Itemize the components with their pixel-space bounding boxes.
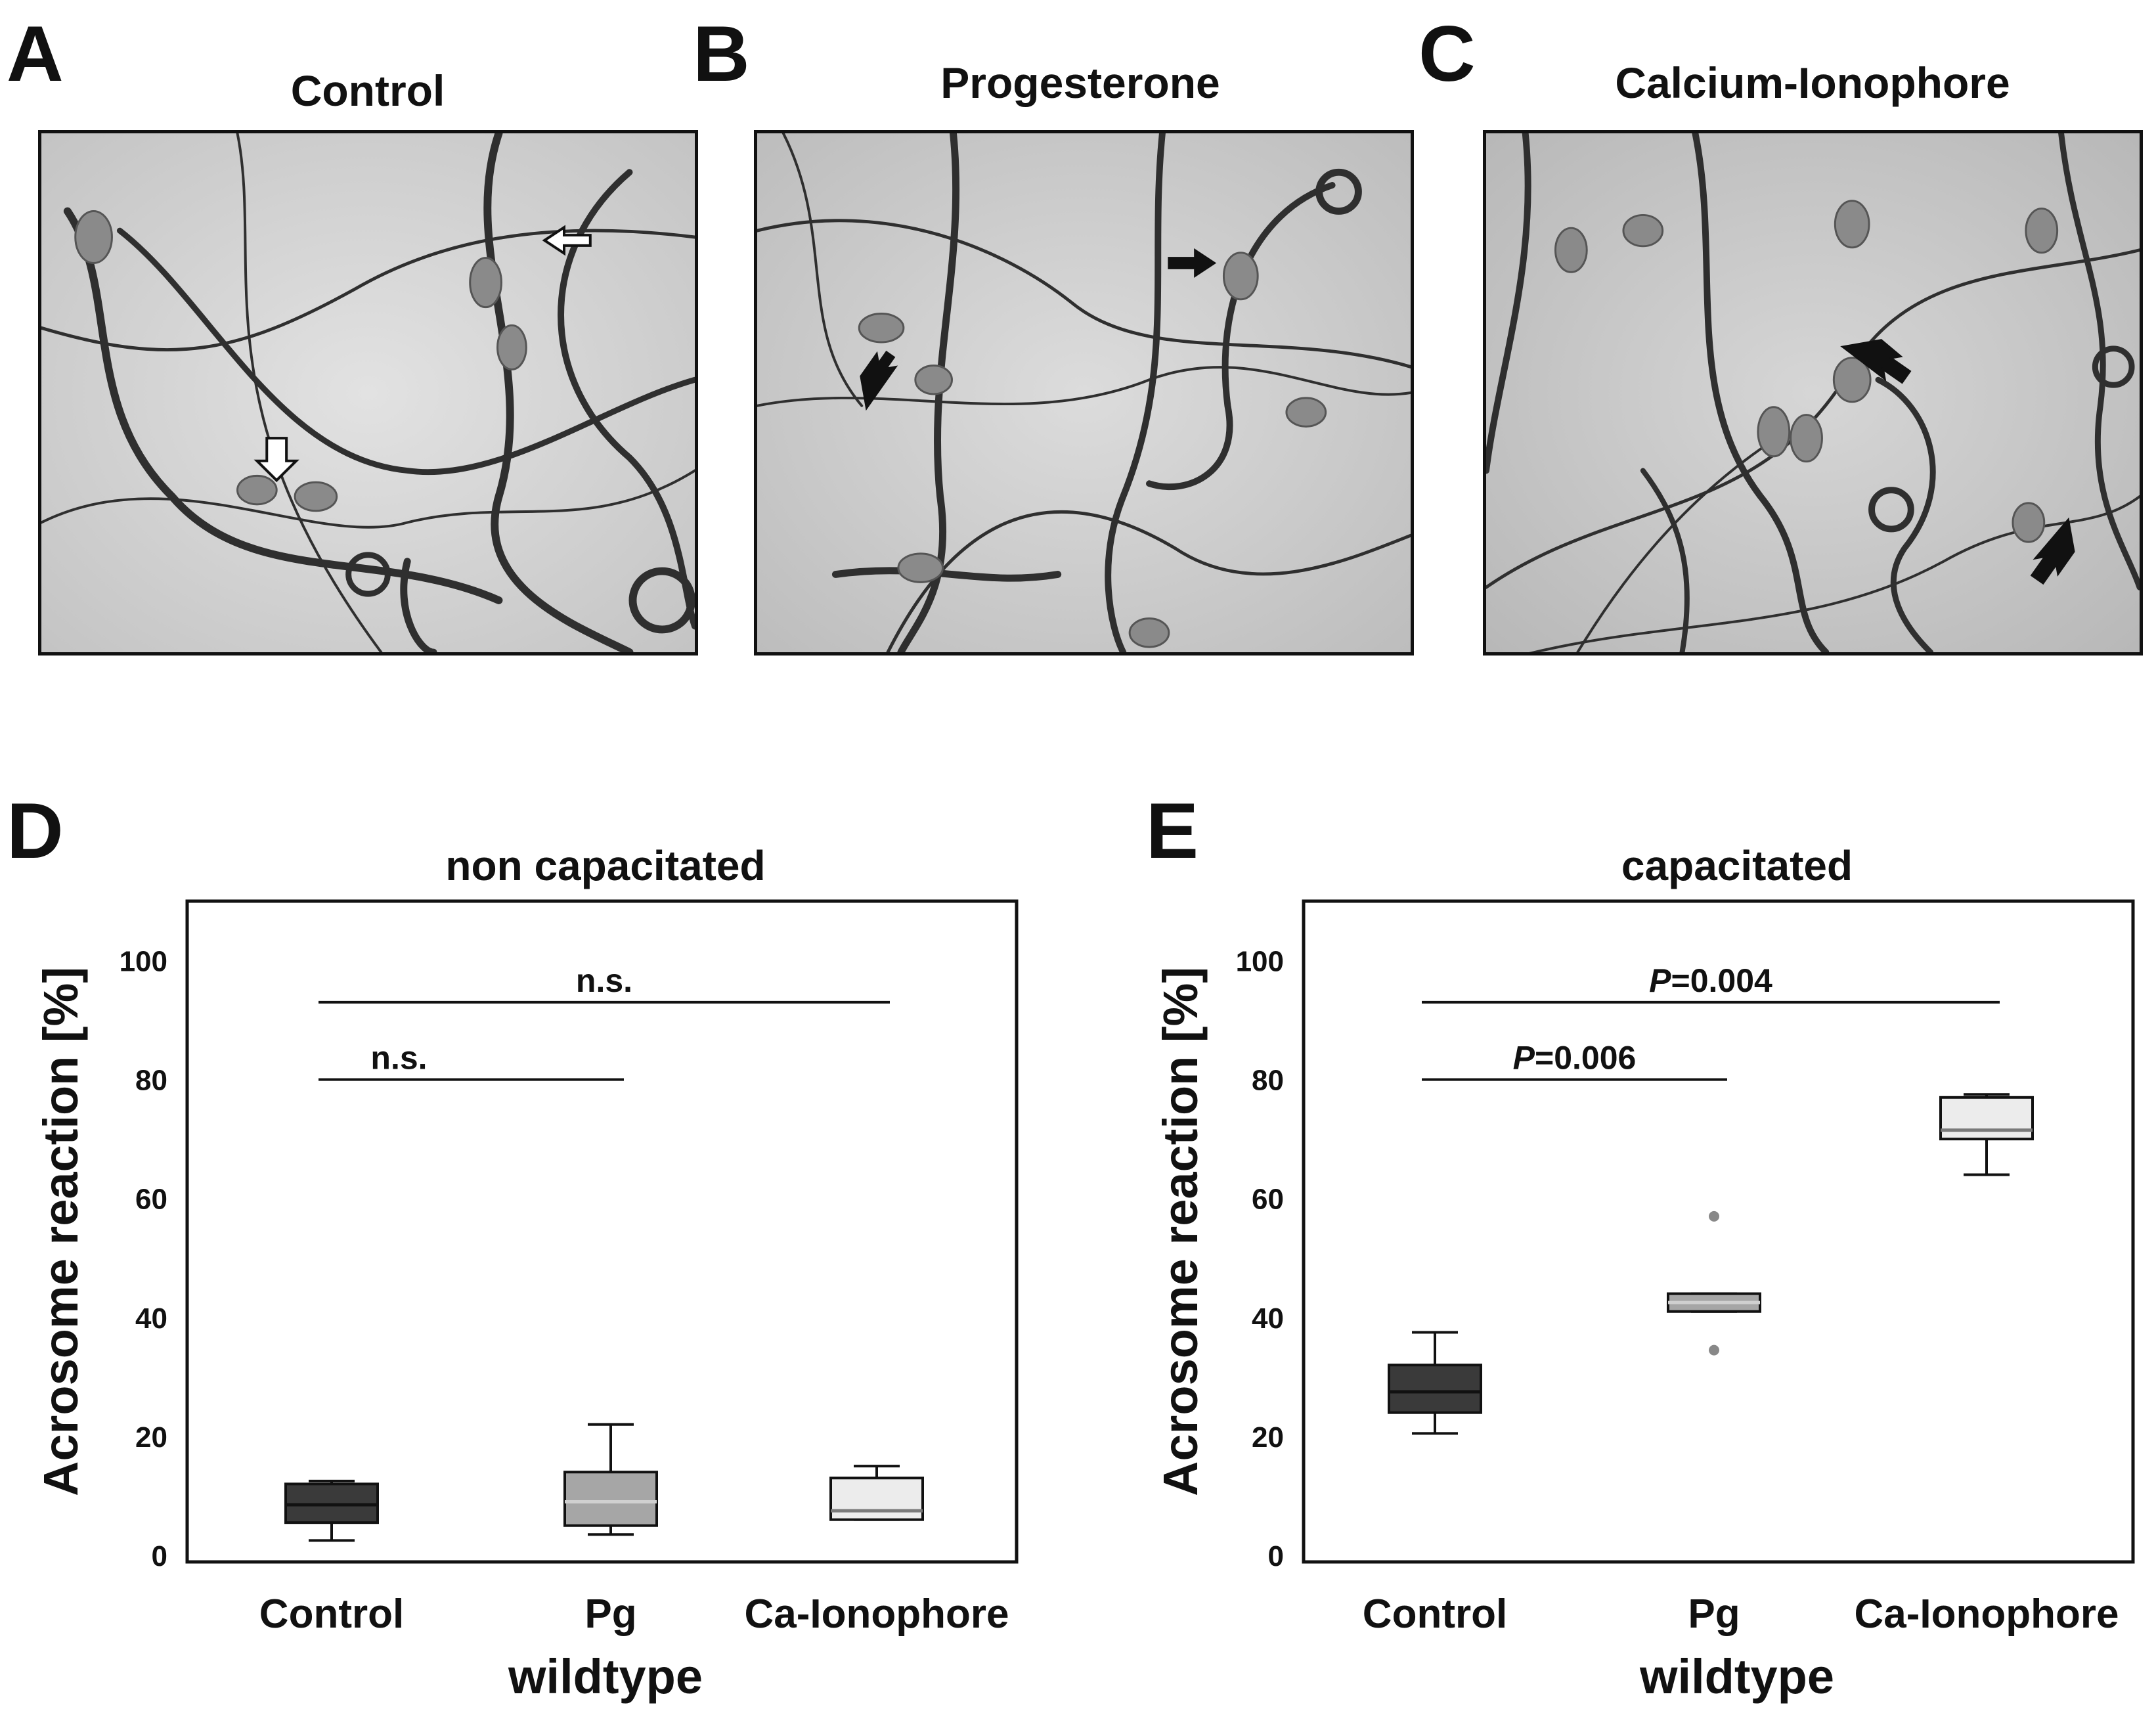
box-control [1388, 1331, 1482, 1435]
chart-e-title: capacitated [1621, 842, 1853, 889]
box-pg [563, 1423, 658, 1536]
y-tick-label: 100 [1236, 946, 1284, 978]
chart-e-frame [1302, 899, 2135, 1564]
panel-letter-a: A [7, 10, 64, 98]
box-ca-ionophore [829, 1465, 924, 1521]
y-tick-label: 40 [135, 1302, 167, 1335]
significance-label: n.s. [576, 962, 632, 999]
box-iqr [1939, 1096, 2034, 1141]
chart-d-title: non capacitated [445, 842, 765, 889]
y-tick-label: 20 [1252, 1421, 1284, 1454]
significance-label: P=0.006 [1513, 1040, 1637, 1077]
y-tick-label: 0 [1268, 1540, 1284, 1572]
x-tick-label: Ca-Ionophore [1855, 1591, 2119, 1637]
panel-title-progesterone: Progesterone [940, 58, 1220, 107]
box-iqr [829, 1477, 924, 1521]
micrograph-progesterone-image [757, 133, 1411, 652]
box-iqr [563, 1471, 658, 1527]
box-pg [1667, 1211, 1761, 1356]
micrograph-control [38, 130, 698, 656]
box-iqr [1388, 1364, 1482, 1414]
significance-label: n.s. [370, 1040, 427, 1077]
micrograph-calcium-ionophore-image [1486, 133, 2140, 652]
x-tick-label: Ca-Ionophore [745, 1591, 1009, 1637]
y-tick-label: 60 [1252, 1184, 1284, 1216]
chart-e-ylabel: Acrosome reaction [%] [1153, 967, 1208, 1496]
x-tick-label: Control [1363, 1591, 1507, 1637]
y-tick-label: 80 [1252, 1065, 1284, 1097]
x-tick-label: Pg [584, 1591, 636, 1637]
chart-d-xlabel: wildtype [508, 1649, 703, 1704]
panel-letter-c: C [1419, 10, 1476, 98]
micrograph-control-image [41, 133, 695, 652]
panel-letter-e: E [1146, 787, 1199, 875]
outlier-point [1709, 1344, 1719, 1356]
panel-title-control: Control [290, 66, 445, 115]
y-tick-label: 20 [135, 1421, 167, 1454]
chart-non-capacitated: non capacitated Acrosome reaction [%] wi… [33, 842, 1019, 1704]
y-tick-label: 100 [120, 946, 167, 978]
panel-title-calcium-ionophore: Calcium-Ionophore [1615, 58, 2010, 107]
micrograph-calcium-ionophore [1483, 130, 2143, 656]
significance-label: P=0.004 [1649, 962, 1772, 999]
outlier-point [1709, 1211, 1719, 1222]
panel-letter-b: B [693, 10, 750, 98]
y-tick-label: 80 [135, 1065, 167, 1097]
x-tick-label: Pg [1688, 1591, 1740, 1637]
chart-d-frame [185, 899, 1019, 1564]
chart-capacitated: capacitated Acrosome reaction [%] wildty… [1153, 842, 2135, 1704]
panel-letter-d: D [7, 787, 64, 875]
chart-d-ylabel: Acrosome reaction [%] [33, 967, 88, 1496]
x-tick-label: Control [259, 1591, 404, 1637]
y-tick-label: 60 [135, 1184, 167, 1216]
micrograph-progesterone [754, 130, 1414, 656]
chart-e-xlabel: wildtype [1639, 1649, 1834, 1704]
y-tick-label: 0 [152, 1540, 167, 1572]
box-control [284, 1479, 379, 1542]
box-ca-ionophore [1939, 1093, 2034, 1176]
y-tick-label: 40 [1252, 1302, 1284, 1335]
